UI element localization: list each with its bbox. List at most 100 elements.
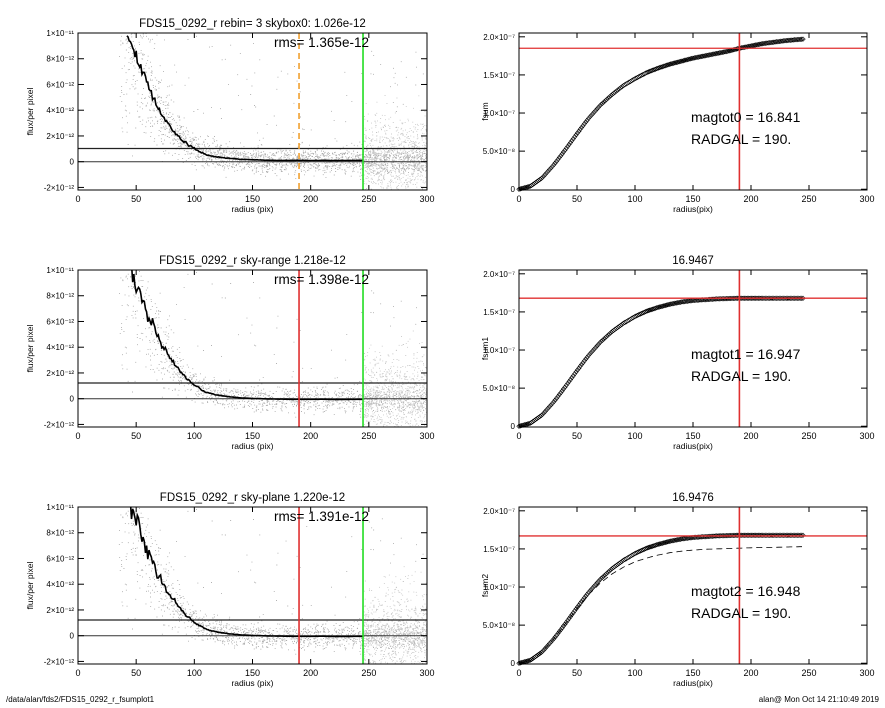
x-tick-label: 100 <box>627 194 642 204</box>
y-tick-label: 8×10⁻¹² <box>46 292 74 301</box>
y-axis-label: flux/per pixel <box>25 325 35 373</box>
x-tick-label: 250 <box>361 668 376 678</box>
magtot-annotation: magtot2 = 16.948 <box>691 583 801 599</box>
magtot-annotation: magtot0 = 16.841 <box>691 109 801 125</box>
scatter-points-outer <box>363 566 427 664</box>
y-tick-label: 8×10⁻¹² <box>46 529 74 538</box>
x-tick-label: 50 <box>131 668 141 678</box>
y-tick-label: 2.0×10⁻⁷ <box>483 270 515 279</box>
x-tick-label: 0 <box>75 668 80 678</box>
footer-path: /data/alan/fds2/FDS15_0292_r_fsumplot1 <box>6 695 155 704</box>
x-tick-label: 0 <box>75 194 80 204</box>
x-tick-label: 300 <box>419 668 434 678</box>
panel-profile-bot: 0 50 100 150 200 250 300-2×10⁻¹²02×10⁻¹²4×10⁻¹… <box>25 492 435 688</box>
y-tick-label: -2×10⁻¹² <box>44 657 75 666</box>
y-tick-label: 0 <box>511 659 516 668</box>
y-axis-label: flux/per pixel <box>25 562 35 610</box>
x-tick-label: 100 <box>187 431 202 441</box>
y-axis-label: fsum2 <box>480 574 490 597</box>
y-tick-label: 1.5×10⁻⁷ <box>483 545 515 554</box>
radgal-annotation: RADGAL = 190. <box>691 368 791 384</box>
x-tick-label: 200 <box>303 668 318 678</box>
panel-fsum-bot: 0 50 100 150 200 250 300 0 5.0×10⁻⁸ 1.0×10⁻⁷ 1.5×1… <box>480 492 875 688</box>
y-tick-label: 4×10⁻¹² <box>46 106 74 115</box>
x-tick-label: 250 <box>801 668 816 678</box>
x-tick-label: 300 <box>859 431 874 441</box>
rms-annotation: rms= 1.365e-12 <box>274 35 369 50</box>
mean-profile-line <box>126 35 363 162</box>
y-tick-label: 1.5×10⁻⁷ <box>483 308 515 317</box>
panel-title: FDS15_0292_r rebin= 3 skybox0: 1.026e-12 <box>139 18 366 30</box>
x-tick-label: 250 <box>801 431 816 441</box>
y-tick-label: 5.0×10⁻⁸ <box>483 621 515 630</box>
y-tick-label: 6×10⁻¹² <box>46 317 74 326</box>
x-tick-label: 150 <box>245 194 260 204</box>
x-tick-label: 200 <box>743 194 758 204</box>
panel-title: FDS15_0292_r sky-range 1.218e-12 <box>159 255 346 267</box>
x-axis-label: radius(pix) <box>673 441 713 451</box>
y-tick-label: 1.5×10⁻⁷ <box>483 71 515 80</box>
curve-of-growth <box>516 532 806 666</box>
radgal-annotation: RADGAL = 190. <box>691 131 791 147</box>
x-axis-label: radius (pix) <box>231 441 273 451</box>
y-tick-label: 1×10⁻¹¹ <box>46 29 74 38</box>
y-tick-label: 1.0×10⁻⁷ <box>483 109 515 118</box>
scatter-points-outer <box>363 95 427 190</box>
mean-profile-line <box>131 270 363 401</box>
x-tick-label: 50 <box>572 668 582 678</box>
y-tick-label: 5.0×10⁻⁸ <box>483 384 515 393</box>
x-tick-label: 300 <box>859 194 874 204</box>
y-tick-label: 2.0×10⁻⁷ <box>483 33 515 42</box>
y-tick-label: -2×10⁻¹² <box>44 183 75 192</box>
x-axis-label: radius(pix) <box>673 204 713 214</box>
y-tick-label: 2.0×10⁻⁷ <box>483 507 515 516</box>
panel-fsum-mid: 0 50 100 150 200 250 300 0 5.0×10⁻⁸ 1.0×10⁻⁷ 1.5×1… <box>480 255 875 451</box>
rms-annotation: rms= 1.398e-12 <box>274 272 369 287</box>
y-tick-label: 1.0×10⁻⁷ <box>483 583 515 592</box>
panel-title: 16.9476 <box>672 492 714 504</box>
x-tick-label: 150 <box>685 431 700 441</box>
panel-fsum-top: 0 50 100 150 200 250 300 0 5.0×10⁻⁸ 1.0×10⁻⁷ 1.5×1… <box>480 32 875 214</box>
y-tick-label: 0 <box>70 632 75 641</box>
x-tick-label: 100 <box>187 194 202 204</box>
y-tick-label: 1×10⁻¹¹ <box>46 266 74 275</box>
x-tick-label: 100 <box>187 668 202 678</box>
x-tick-label: 50 <box>131 194 141 204</box>
y-tick-label: -2×10⁻¹² <box>44 420 75 429</box>
y-tick-label: 0 <box>70 395 75 404</box>
x-tick-label: 300 <box>859 668 874 678</box>
x-tick-label: 0 <box>516 194 521 204</box>
x-tick-label: 200 <box>743 431 758 441</box>
x-tick-label: 300 <box>419 431 434 441</box>
x-tick-label: 150 <box>685 668 700 678</box>
y-tick-label: 2×10⁻¹² <box>46 606 74 615</box>
y-tick-label: 2×10⁻¹² <box>46 132 74 141</box>
x-tick-label: 250 <box>361 194 376 204</box>
x-tick-label: 100 <box>627 431 642 441</box>
x-tick-label: 150 <box>245 668 260 678</box>
y-axis-label: flux/per pixel <box>25 88 35 136</box>
x-tick-label: 200 <box>303 431 318 441</box>
footer-timestamp: alan@ Mon Oct 14 21:10:49 2019 <box>758 695 879 704</box>
y-tick-label: 5.0×10⁻⁸ <box>483 147 515 156</box>
mean-profile-line <box>129 507 363 638</box>
scatter-points-outer <box>363 330 427 427</box>
x-tick-label: 0 <box>516 431 521 441</box>
x-tick-label: 300 <box>419 194 434 204</box>
x-tick-label: 200 <box>303 194 318 204</box>
panel-profile-top: 0 50 100 150 200 250 300-2×10⁻¹²02×10⁻¹²4×10⁻¹… <box>25 18 435 214</box>
y-axis-label: fsum <box>480 102 490 120</box>
y-tick-label: 0 <box>511 422 516 431</box>
x-axis-label: radius (pix) <box>231 204 273 214</box>
x-tick-label: 250 <box>361 431 376 441</box>
plot-area <box>78 270 427 427</box>
x-tick-label: 0 <box>75 431 80 441</box>
panel-title: 16.9467 <box>672 255 714 267</box>
panel-profile-mid: 0 50 100 150 200 250 300-2×10⁻¹²02×10⁻¹²4×10⁻¹… <box>25 255 435 451</box>
x-tick-label: 50 <box>572 431 582 441</box>
y-tick-label: 4×10⁻¹² <box>46 343 74 352</box>
plot-area <box>78 507 427 664</box>
rms-annotation: rms= 1.391e-12 <box>274 509 369 524</box>
x-tick-label: 50 <box>572 194 582 204</box>
